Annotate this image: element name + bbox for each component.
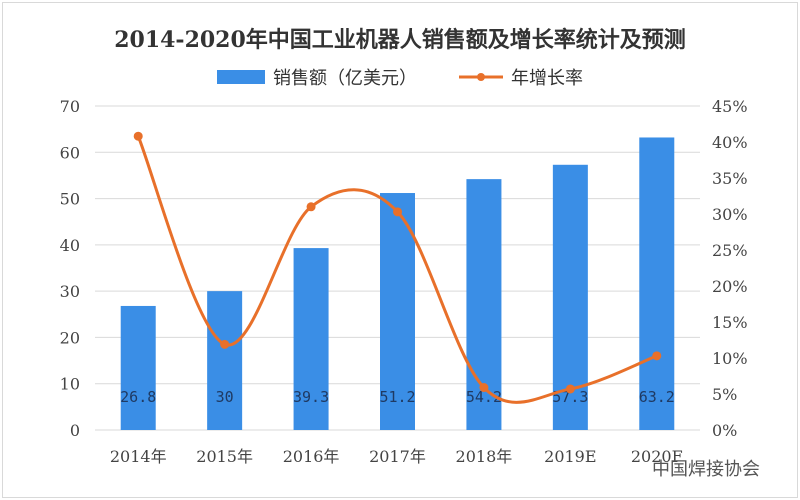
legend-label-sales: 销售额（亿美元） — [273, 68, 417, 89]
bar — [639, 137, 675, 430]
right-axis-tick: 0% — [712, 421, 737, 440]
right-axis-tick: 45% — [712, 97, 748, 116]
right-axis-tick: 40% — [712, 133, 748, 152]
bar — [380, 193, 415, 430]
x-axis-tick: 2015年 — [196, 447, 253, 466]
bar — [293, 248, 329, 430]
right-axis-tick: 30% — [712, 205, 748, 224]
legend-label-growth: 年增长率 — [511, 68, 583, 89]
x-axis-tick: 2017年 — [369, 447, 426, 466]
legend-swatch-bar — [217, 70, 265, 84]
growth-point — [393, 207, 402, 217]
growth-point — [306, 202, 316, 212]
data-label: 54.2 — [466, 388, 502, 406]
chart-title: 2014-2020年中国工业机器人销售额及增长率统计及预测 — [114, 27, 686, 53]
growth-point — [479, 383, 489, 393]
data-label: 30 — [216, 388, 234, 406]
left-axis-tick: 10 — [60, 375, 80, 394]
growth-line — [136, 135, 658, 404]
left-axis-tick: 40 — [60, 236, 80, 255]
left-axis-tick: 60 — [60, 143, 80, 162]
right-axis-tick: 10% — [712, 349, 748, 368]
data-label: 51.2 — [379, 388, 415, 406]
legend-item-sales: 销售额（亿美元） — [217, 64, 417, 90]
growth-point — [133, 131, 143, 141]
left-axis-tick: 30 — [60, 282, 80, 301]
data-label: 26.8 — [120, 388, 156, 406]
left-axis-tick: 50 — [60, 190, 80, 209]
growth-point — [652, 351, 662, 361]
left-axis-tick: 70 — [60, 97, 80, 116]
data-label: 63.2 — [639, 388, 675, 406]
data-label: 39.3 — [293, 388, 329, 406]
x-axis-tick: 2019E — [544, 447, 596, 466]
x-axis-tick: 2016年 — [283, 447, 340, 466]
right-axis-tick: 15% — [712, 313, 748, 332]
right-axis-tick: 20% — [712, 277, 748, 296]
legend: 销售额（亿美元） 年增长率 — [0, 64, 800, 90]
right-axis-tick: 25% — [712, 241, 748, 260]
right-axis-tick: 5% — [712, 385, 737, 404]
x-axis-tick: 2020F — [631, 447, 683, 466]
x-axis-tick: 2014年 — [110, 447, 167, 466]
x-axis-tick: 2018年 — [456, 447, 513, 466]
growth-point — [220, 339, 230, 349]
watermark-text: 中国焊接协会 — [652, 459, 760, 480]
legend-item-growth: 年增长率 — [459, 64, 583, 90]
legend-swatch-line — [459, 73, 503, 81]
right-axis-tick: 35% — [712, 169, 748, 188]
bar — [120, 305, 156, 430]
left-axis-tick: 20 — [60, 328, 80, 347]
growth-point — [565, 384, 575, 394]
bar — [207, 291, 243, 430]
left-axis-tick: 0 — [70, 421, 80, 440]
